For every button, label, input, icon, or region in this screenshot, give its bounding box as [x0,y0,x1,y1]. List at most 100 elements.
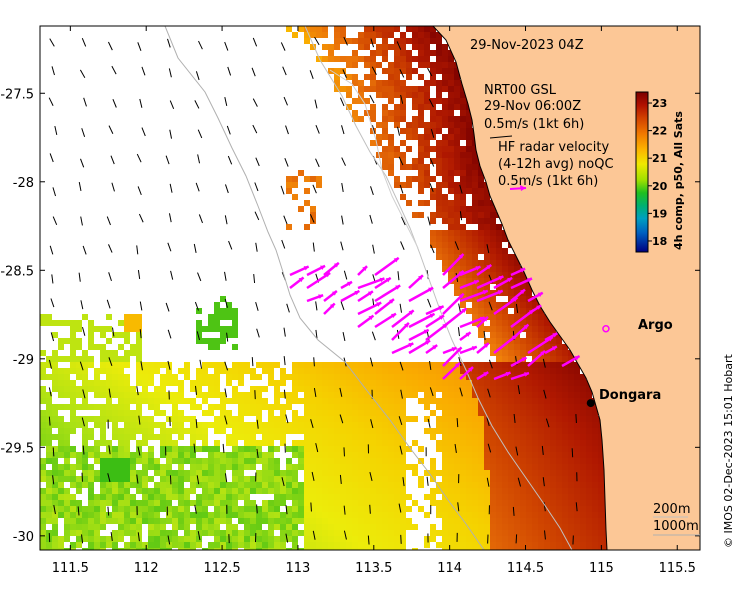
sst-pixel [250,410,256,416]
sst-pixel [136,314,142,320]
sst-pixel [142,506,148,512]
wind-vector [256,419,259,429]
sst-pixel [598,500,604,506]
sst-pixel [244,536,250,542]
wind-vector [371,125,376,135]
sst-pixel [340,422,346,428]
sst-pixel [382,458,388,464]
hf-vector-head [521,357,527,362]
sst-pixel [322,434,328,440]
wind-vector [427,216,431,226]
sst-pixel [400,380,406,386]
wind-vector [48,97,54,106]
sst-pixel [376,506,382,512]
sst-pixel [130,416,136,422]
sst-pixel [70,446,76,452]
hf-vector-head [455,362,460,368]
hf-vector-head [483,316,488,322]
sst-pixel [538,404,544,410]
sst-pixel [538,392,544,398]
sst-pixel [484,518,490,524]
sst-pixel [478,236,484,242]
sst-pixel [250,464,256,470]
sst-pixel [448,170,454,176]
sst-pixel [484,278,490,284]
sst-pixel [334,500,340,506]
sst-pixel [556,482,562,488]
sst-pixel [526,302,532,308]
sst-pixel [466,254,472,260]
sst-pixel [370,38,376,44]
sst-pixel [352,422,358,428]
sst-pixel [322,392,328,398]
sst-pixel [52,536,58,542]
hf-radar-vectors [289,253,581,381]
sst-pixel [244,452,250,458]
sst-pixel [280,536,286,542]
sst-pixel [214,458,220,464]
sst-pixel [508,368,514,374]
wind-vector [195,182,200,192]
sst-pixel [478,494,484,500]
sst-pixel [430,236,436,242]
sst-pixel [190,428,196,434]
sst-pixel [382,110,388,116]
hf-vector-head [537,292,543,297]
sst-pixel [388,74,394,80]
sst-pixel [562,464,568,470]
sst-pixel [586,422,592,428]
sst-pixel [364,476,370,482]
sst-pixel [394,368,400,374]
sst-pixel [166,506,172,512]
sst-pixel [304,398,310,404]
sst-pixel [418,92,424,98]
sst-pixel [250,542,256,548]
sst-pixel [508,446,514,452]
sst-pixel [568,350,574,356]
sst-pixel [130,506,136,512]
sst-pixel [262,488,268,494]
wind-vector [339,474,342,484]
sst-pixel [406,362,412,368]
sst-pixel [214,488,220,494]
sst-pixel [232,464,238,470]
sst-pixel [226,518,232,524]
sst-pixel [514,452,520,458]
sst-pixel [76,392,82,398]
sst-pixel [496,242,502,248]
sst-pixel [358,434,364,440]
sst-pixel [46,374,52,380]
sst-pixel [76,536,82,542]
sst-pixel [454,104,460,110]
sst-pixel [310,428,316,434]
sst-pixel [562,344,568,350]
sst-pixel [274,464,280,470]
sst-pixel [484,500,490,506]
sst-pixel [418,56,424,62]
sst-pixel [280,368,286,374]
sst-pixel [430,50,436,56]
sst-pixel [472,242,478,248]
sst-pixel [490,416,496,422]
sst-pixel [454,140,460,146]
sst-pixel [262,386,268,392]
sst-pixel [244,506,250,512]
sst-pixel [460,200,466,206]
sst-pixel [424,104,430,110]
sst-pixel [88,362,94,368]
sst-pixel [298,500,304,506]
sst-pixel [94,344,100,350]
sst-pixel [64,500,70,506]
sst-pixel [544,446,550,452]
sst-pixel [76,422,82,428]
wind-vector [541,445,544,455]
sst-pixel [334,506,340,512]
sst-pixel [250,530,256,536]
sst-pixel [160,446,166,452]
sst-pixel [478,434,484,440]
sst-pixel [232,308,238,314]
sst-pixel [136,428,142,434]
sst-pixel [544,458,550,464]
sst-pixel [376,122,382,128]
sst-pixel [382,152,388,158]
